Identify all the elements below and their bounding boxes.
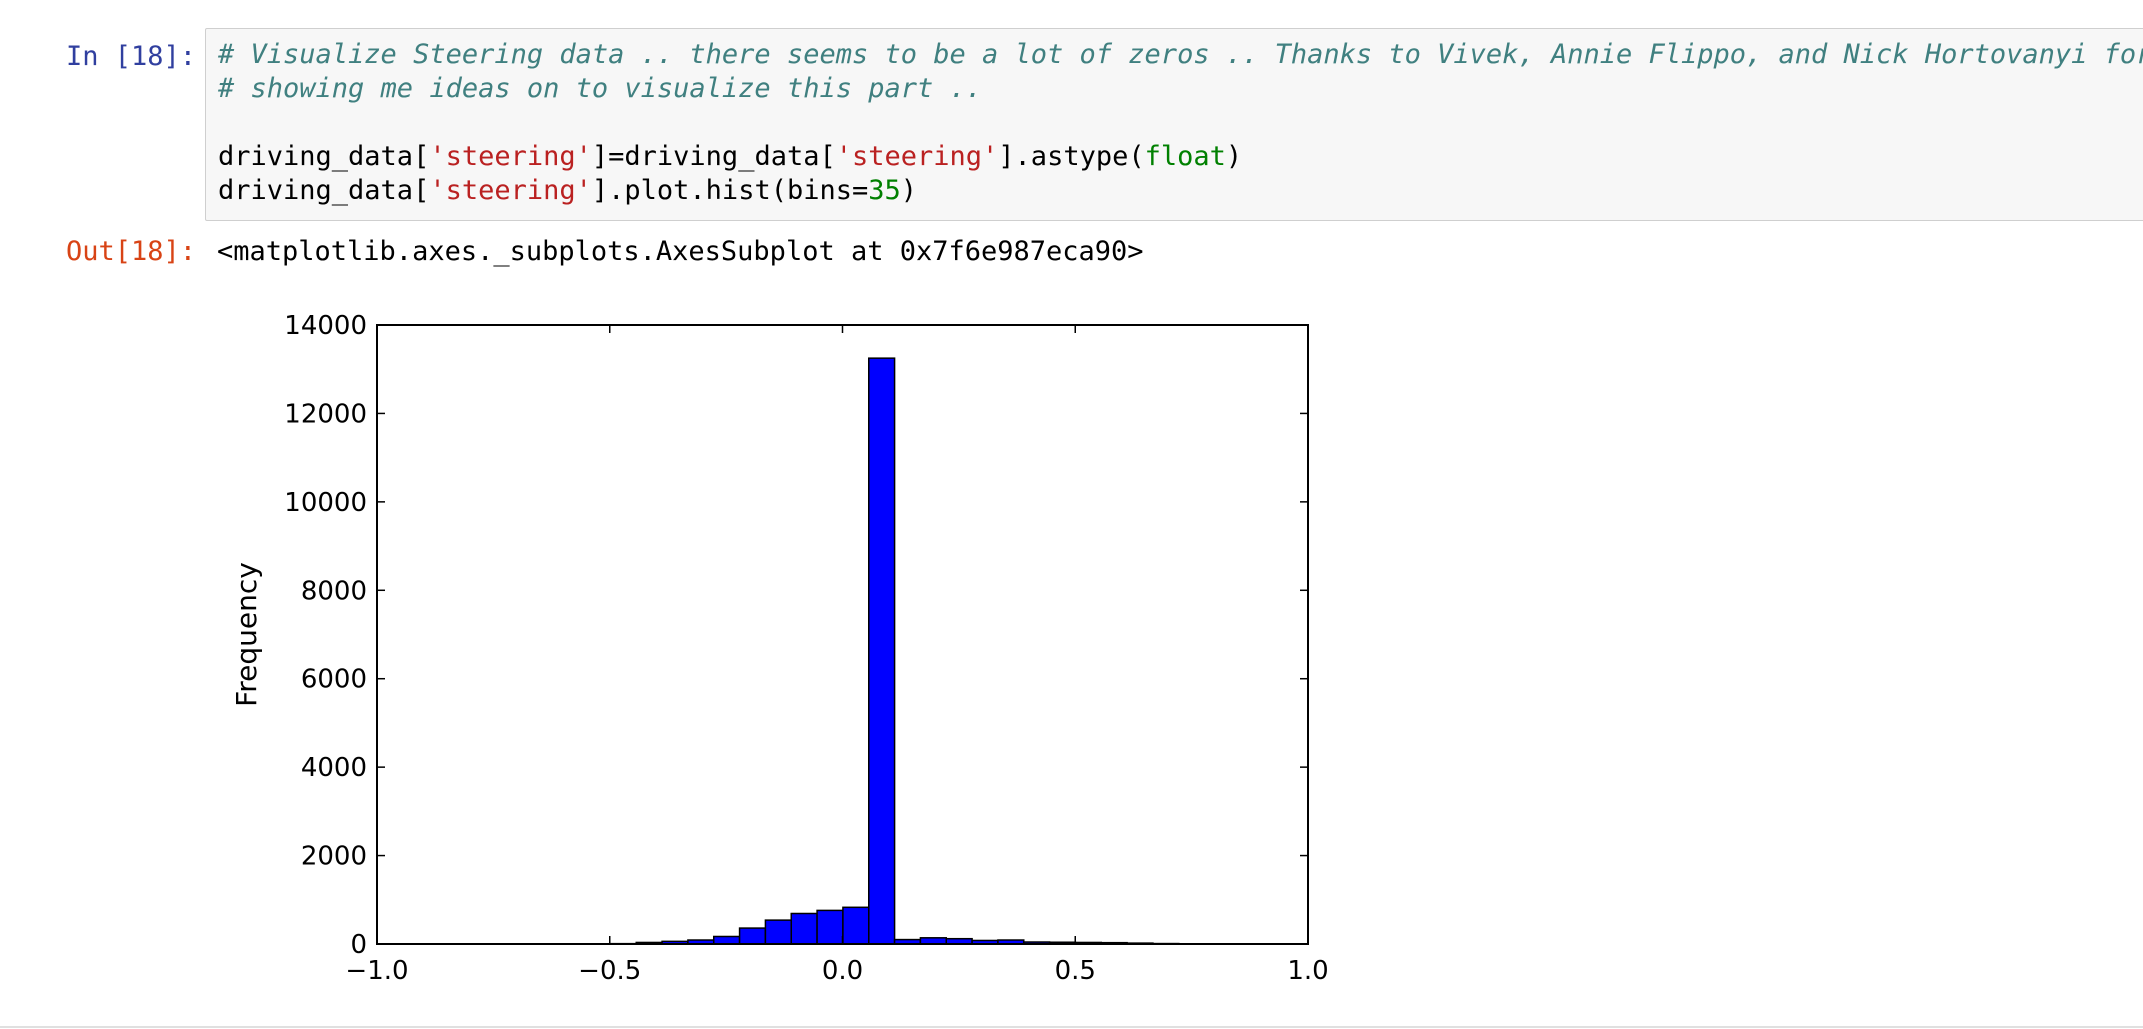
y-tick-label: 0 <box>350 930 367 960</box>
code-token: ) <box>1225 141 1243 172</box>
x-tick-label: 0.0 <box>822 956 863 986</box>
y-tick-label: 6000 <box>301 665 367 695</box>
y-tick-label: 2000 <box>301 842 367 872</box>
histogram-bar <box>764 919 792 945</box>
output-repr: <matplotlib.axes._subplots.AxesSubplot a… <box>217 236 1144 267</box>
code-text: # Visualize Steering data .. there seems… <box>218 38 2143 208</box>
histogram-bar <box>842 906 870 945</box>
bars-group <box>402 357 1309 945</box>
code-token: ].plot.hist(bins= <box>591 175 869 206</box>
histogram-bar <box>738 927 767 945</box>
code-token: driving_data[ <box>218 141 430 172</box>
histogram-chart: −1.0 −0.5 0.0 0.5 1.0 0 2000 4000 6000 8000 10000 1… <box>230 311 1329 986</box>
x-tick-label: −1.0 <box>345 956 408 986</box>
code-token: ].astype( <box>998 141 1145 172</box>
y-tick-label: 4000 <box>301 753 367 783</box>
code-editor[interactable]: # Visualize Steering data .. there seems… <box>205 28 2143 221</box>
plot-frame <box>376 324 1309 945</box>
histogram-bar <box>816 909 844 945</box>
cell-divider <box>0 1026 2143 1028</box>
y-tick-label: 8000 <box>301 576 367 606</box>
x-tick-label: 1.0 <box>1287 956 1328 986</box>
code-comment: # Visualize Steering data .. there seems… <box>218 39 2143 70</box>
code-token: ) <box>900 175 918 206</box>
code-builtin: float <box>1144 141 1226 172</box>
input-prompt: In [18]: <box>65 41 196 72</box>
code-comment: # showing me ideas on to visualize this … <box>218 73 983 104</box>
ticks-group: −1.0 −0.5 0.0 0.5 1.0 0 2000 4000 6000 8000 10000 1… <box>284 311 1328 986</box>
y-tick-label: 12000 <box>284 399 367 429</box>
code-string: 'steering' <box>835 141 999 172</box>
y-tick-label: 10000 <box>284 488 367 518</box>
x-tick-label: −0.5 <box>578 956 641 986</box>
output-prompt: Out[18]: <box>65 236 196 267</box>
code-string: 'steering' <box>429 141 592 172</box>
histogram-bar <box>868 357 896 945</box>
histogram-bar <box>712 935 741 945</box>
y-axis-label: Frequency <box>230 562 263 707</box>
histogram-bar <box>790 912 818 945</box>
code-token: ]=driving_data[ <box>591 141 836 172</box>
y-tick-label: 14000 <box>284 311 367 341</box>
code-number: 35 <box>868 175 901 206</box>
code-token: driving_data[ <box>218 175 430 206</box>
code-string: 'steering' <box>429 175 592 206</box>
x-tick-label: 0.5 <box>1055 956 1096 986</box>
